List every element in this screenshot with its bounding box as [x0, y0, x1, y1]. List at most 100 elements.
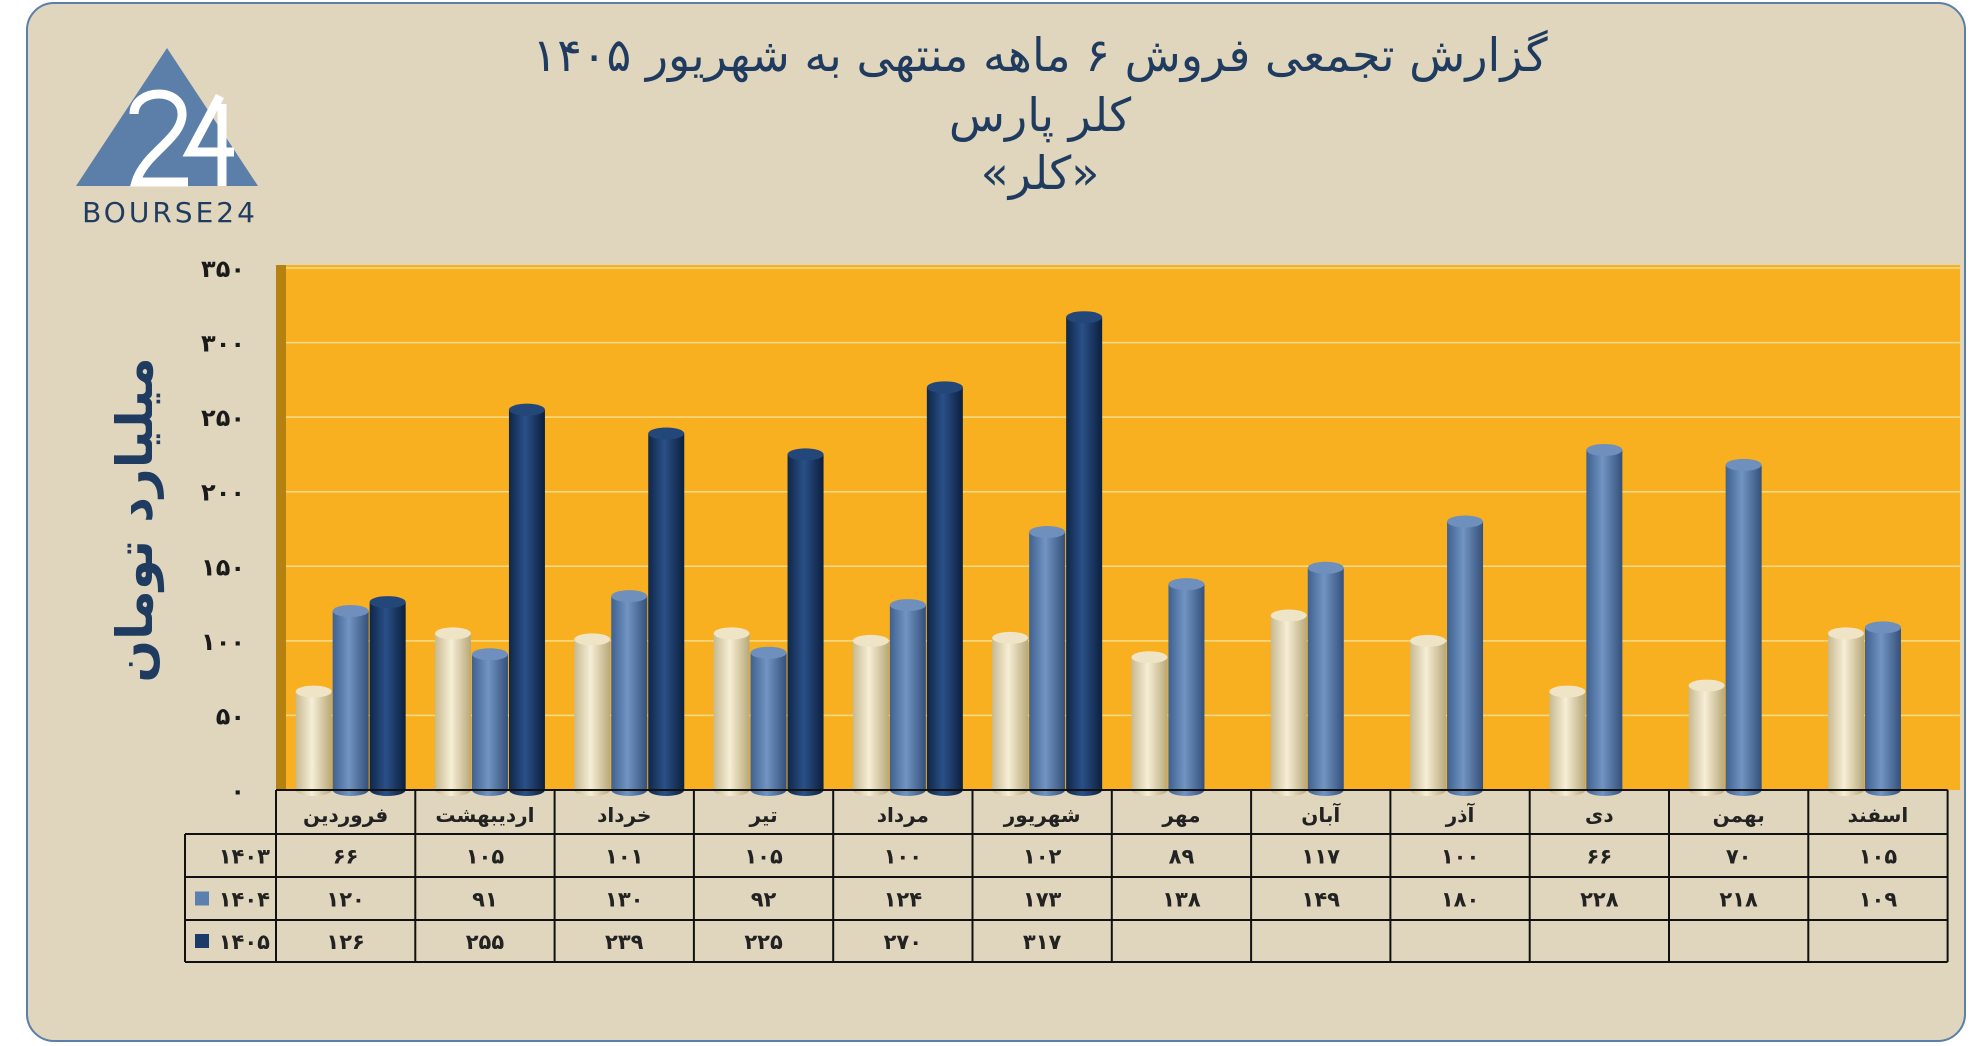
bar-body	[611, 596, 648, 790]
bar-top	[992, 631, 1029, 644]
data-label: ۱۰۵	[744, 845, 783, 869]
bar-body	[852, 640, 889, 790]
bar-9-0	[1549, 685, 1586, 796]
bar-body	[434, 633, 471, 790]
data-label: ۲۲۸	[1580, 888, 1619, 912]
bar-top	[1066, 311, 1103, 324]
bar-4-0	[852, 634, 889, 796]
data-label: ۲۷۰	[884, 930, 922, 954]
bar-3-1	[750, 646, 787, 796]
data-label: ۱۰۱	[605, 845, 643, 869]
bar-body	[574, 639, 611, 790]
category-label: مهر	[1161, 803, 1200, 827]
bar-top	[1864, 621, 1901, 634]
bar-top	[648, 427, 685, 440]
bar-top	[574, 633, 611, 646]
data-label: ۳۱۷	[1023, 930, 1062, 954]
bar-5-2	[1066, 311, 1103, 796]
bar-top	[1827, 627, 1864, 640]
bar-7-1	[1307, 561, 1344, 796]
bourse24-logo-icon	[76, 48, 258, 187]
bar-3-2	[787, 448, 824, 796]
bar-1-0	[434, 627, 471, 796]
category-label: تیر	[748, 803, 777, 827]
bar-top	[750, 646, 787, 659]
category-label: بهمن	[1713, 803, 1765, 827]
y-tick-label: ۲۵۰	[201, 404, 245, 432]
bar-3-0	[713, 627, 750, 796]
data-label: ۲۵۵	[466, 930, 505, 954]
bar-body	[787, 454, 824, 790]
bar-body	[1688, 685, 1725, 790]
bar-top	[295, 685, 332, 698]
bar-6-1	[1168, 578, 1205, 796]
bar-7-0	[1270, 609, 1307, 796]
data-label: ۱۷۳	[1023, 888, 1062, 912]
bar-body	[1827, 633, 1864, 790]
bar-top	[1410, 634, 1447, 647]
data-label: ۸۹	[1169, 845, 1195, 869]
chart-title: گزارش تجمعی فروش ۶ ماهه منتهی به شهریور …	[532, 28, 1548, 82]
bar-top	[1131, 651, 1168, 664]
y-tick-label: ۳۵۰	[201, 255, 245, 283]
bar-top	[1168, 578, 1205, 591]
bar-2-1	[611, 590, 648, 796]
data-label: ۱۰۵	[466, 845, 505, 869]
bar-11-0	[1827, 627, 1864, 796]
category-label: شهریور	[1003, 803, 1081, 827]
y-axis-ticks: ۰ ۵۰ ۱۰۰ ۱۵۰ ۲۰۰ ۲۵۰ ۳۰۰ ۳۵۰	[201, 255, 245, 805]
bar-1-2	[508, 403, 545, 796]
bar-2-2	[648, 427, 685, 796]
bar-body	[1307, 567, 1344, 790]
bar-0-1	[332, 605, 369, 796]
data-label: ۱۲۴	[884, 888, 923, 912]
category-label: فروردین	[303, 803, 388, 827]
bar-body	[1549, 691, 1586, 790]
data-label: ۲۱۸	[1719, 888, 1758, 912]
legend-swatch	[195, 934, 209, 948]
chart-subtitle: کلر پارس	[948, 88, 1132, 142]
data-label: ۱۴۹	[1302, 888, 1341, 912]
plot-side-wall	[276, 265, 286, 790]
bar-body	[332, 611, 369, 790]
y-tick-label: ۳۰۰	[201, 330, 245, 358]
bar-body	[1270, 615, 1307, 790]
logo-text: BOURSE24	[82, 196, 258, 229]
bar-6-0	[1131, 651, 1168, 796]
data-label: ۱۲۶	[326, 930, 364, 954]
gridlines	[286, 267, 1960, 717]
bar-9-1	[1586, 443, 1623, 796]
bar-body	[1864, 627, 1901, 790]
bar-body	[1066, 317, 1103, 790]
bar-body	[1586, 449, 1623, 790]
bar-body	[750, 652, 787, 790]
bar-4-1	[889, 599, 926, 796]
y-tick-label: ۲۰۰	[201, 479, 245, 507]
bar-body	[1725, 464, 1762, 790]
data-label: ۱۰۵	[1859, 845, 1898, 869]
bar-body	[1410, 640, 1447, 790]
bar-top	[332, 605, 369, 618]
data-label: ۶۶	[1587, 845, 1613, 869]
data-table: فروردین اردیبهشت خرداد تیر مرداد شهریور مهر آبا…	[184, 789, 1949, 963]
bar-top	[1549, 685, 1586, 698]
bar-top	[1270, 609, 1307, 622]
bar-4-2	[926, 381, 963, 796]
bar-5-0	[992, 631, 1029, 796]
data-label: ۱۰۰	[1441, 845, 1479, 869]
legend-swatch	[195, 891, 209, 906]
bar-body	[508, 409, 545, 790]
data-label: ۱۰۰	[884, 845, 922, 869]
category-label: دی	[1585, 803, 1614, 827]
bar-body	[1029, 531, 1066, 790]
data-label: ۶۶	[333, 845, 359, 869]
data-label: ۹۲	[751, 888, 777, 912]
bar-body	[1447, 521, 1484, 790]
category-label: آبان	[1301, 802, 1341, 827]
bar-8-1	[1447, 515, 1484, 796]
bar-body	[713, 633, 750, 790]
category-label: آذر	[1445, 802, 1476, 827]
data-label: ۱۳۸	[1162, 888, 1201, 912]
bar-top	[1447, 515, 1484, 528]
